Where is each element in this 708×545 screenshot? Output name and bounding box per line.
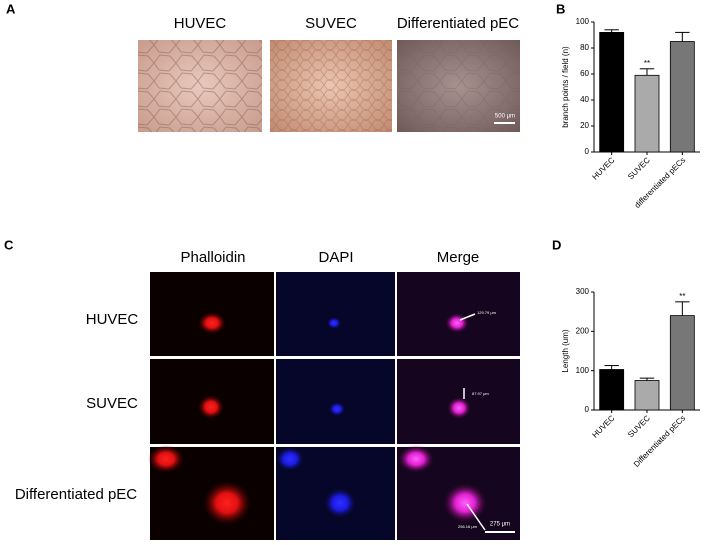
row-label: HUVEC: [86, 311, 139, 328]
bar: [599, 32, 625, 153]
y-tick-label: 200: [576, 326, 590, 335]
y-tick-label: 80: [580, 43, 589, 52]
x-tick-label: HUVEC: [590, 155, 616, 181]
y-axis-label: Length (um): [561, 329, 570, 372]
panel-label: B: [556, 1, 565, 16]
column-label: Phalloidin: [180, 249, 245, 266]
measurement: 87.97 μm: [472, 391, 489, 396]
y-axis-label: branch points / field (n): [561, 46, 570, 128]
micrograph: [138, 40, 262, 132]
micrograph: 500 μm: [397, 40, 520, 132]
bar: [669, 315, 695, 411]
measurement: 129.79 μm: [477, 310, 497, 315]
scale-label: 275 μm: [490, 522, 510, 528]
column-label: HUVEC: [174, 15, 227, 32]
bar: [634, 74, 660, 153]
y-tick-label: 0: [585, 405, 590, 414]
y-tick-label: 40: [580, 95, 589, 104]
bar: [599, 369, 625, 411]
panel-label: A: [6, 1, 16, 16]
column-label: Merge: [437, 249, 480, 266]
y-tick-label: 60: [580, 69, 589, 78]
measurement: 256.16 μm: [458, 524, 478, 529]
panel-label: D: [552, 237, 561, 252]
y-tick-label: 300: [576, 287, 590, 296]
significance: **: [644, 59, 650, 68]
bar: [634, 380, 660, 411]
x-tick-label: HUVEC: [590, 413, 616, 439]
row-label: Differentiated pEC: [15, 486, 137, 503]
column-label: Differentiated pEC: [397, 15, 519, 32]
significance: **: [679, 292, 685, 301]
x-tick-label: SUVEC: [626, 155, 652, 181]
y-tick-label: 0: [585, 147, 590, 156]
y-tick-label: 20: [580, 121, 589, 130]
row-label: SUVEC: [86, 395, 138, 412]
micrograph: [270, 40, 392, 132]
fluorescence-grid: 129.79 μm 87.97 μm 256.16 μm 275 μm: [148, 272, 520, 540]
scale-label: 500 μm: [495, 114, 515, 120]
y-tick-label: 100: [576, 366, 590, 375]
bar: [669, 41, 695, 153]
column-label: DAPI: [318, 249, 353, 266]
x-tick-label: SUVEC: [626, 413, 652, 439]
column-label: SUVEC: [305, 15, 357, 32]
panel-label: C: [4, 237, 14, 252]
y-tick-label: 100: [576, 17, 590, 26]
